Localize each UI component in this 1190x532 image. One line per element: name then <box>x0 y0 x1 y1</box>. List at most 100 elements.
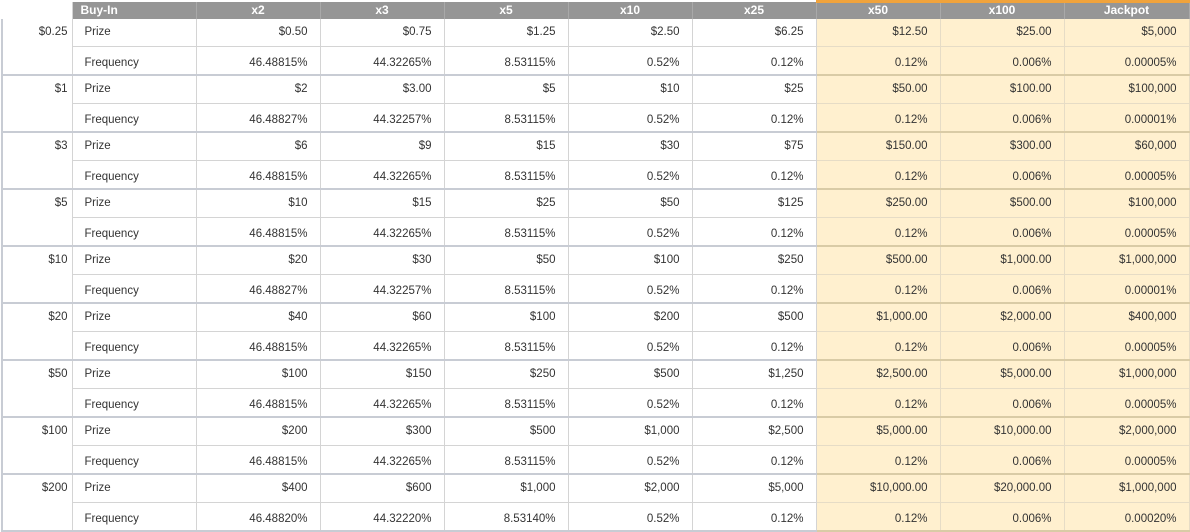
prize-cell: $1,000,000 <box>1064 473 1190 503</box>
frequency-cell: 0.12% <box>692 46 817 76</box>
header-x100: x100 <box>940 0 1065 19</box>
header-x5: x5 <box>444 1 569 19</box>
frequency-cell: 0.52% <box>568 103 693 133</box>
prize-label: Prize <box>72 74 197 104</box>
frequency-cell: 44.32257% <box>320 274 445 304</box>
prize-cell: $1,250 <box>692 359 817 389</box>
frequency-cell: 0.12% <box>816 217 941 247</box>
frequency-cell: 0.52% <box>568 445 693 475</box>
buy-in-cell: $10 <box>1 245 73 304</box>
frequency-cell: 0.00005% <box>1064 388 1190 418</box>
prize-cell: $250.00 <box>816 188 941 218</box>
frequency-cell: 44.32257% <box>320 103 445 133</box>
frequency-cell: 44.32265% <box>320 46 445 76</box>
frequency-cell: 0.12% <box>816 502 941 532</box>
prize-cell: $200 <box>196 416 321 446</box>
prize-cell: $400,000 <box>1064 302 1190 332</box>
prize-cell: $100,000 <box>1064 74 1190 104</box>
frequency-cell: 0.006% <box>940 502 1065 532</box>
frequency-cell: 0.12% <box>816 445 941 475</box>
prize-cell: $12.50 <box>816 18 941 47</box>
frequency-cell: 0.12% <box>692 445 817 475</box>
prize-label: Prize <box>72 416 197 446</box>
buy-in-cell: $0.25 <box>1 18 73 76</box>
frequency-cell: 46.48827% <box>196 274 321 304</box>
prize-cell: $30 <box>320 245 445 275</box>
prize-row: $0.25 Prize $0.50 $0.75 $1.25 $2.50 $6.25 $12.5… <box>1 18 1190 76</box>
frequency-cell: 0.12% <box>816 331 941 361</box>
frequency-cell: 46.48815% <box>196 217 321 247</box>
frequency-cell: 8.53115% <box>444 388 569 418</box>
frequency-label: Frequency <box>72 274 197 304</box>
table-body: $0.25 Prize $0.50 $0.75 $1.25 $2.50 $6.25 $12.5… <box>1 18 1190 532</box>
prize-cell: $500 <box>444 416 569 446</box>
header-jackpot: Jackpot <box>1064 0 1190 19</box>
prize-cell: $10 <box>568 74 693 104</box>
prize-cell: $5,000 <box>692 473 817 503</box>
header-x50: x50 <box>816 0 941 19</box>
frequency-cell: 8.53115% <box>444 217 569 247</box>
prize-cell: $250 <box>444 359 569 389</box>
prize-cell: $100,000 <box>1064 188 1190 218</box>
frequency-label: Frequency <box>72 46 197 76</box>
prize-cell: $250 <box>692 245 817 275</box>
prize-cell: $2,000.00 <box>940 302 1065 332</box>
prize-row: $200 Prize $400 $600 $1,000 $2,000 $5,000 $10,0… <box>1 473 1190 532</box>
frequency-label: Frequency <box>72 331 197 361</box>
frequency-row: Frequency 46.48815% 44.32265% 8.53115% 0.52%… <box>2 388 1190 418</box>
frequency-cell: 46.48815% <box>196 160 321 190</box>
frequency-cell: 46.48815% <box>196 388 321 418</box>
frequency-label: Frequency <box>72 103 197 133</box>
prize-cell: $1.25 <box>444 18 569 47</box>
prize-cell: $50.00 <box>816 74 941 104</box>
prize-cell: $60 <box>320 302 445 332</box>
prize-cell: $100 <box>196 359 321 389</box>
prize-cell: $300 <box>320 416 445 446</box>
frequency-row: Frequency 46.48815% 44.32265% 8.53115% 0.52%… <box>2 217 1190 247</box>
frequency-cell: 0.52% <box>568 502 693 532</box>
frequency-cell: 46.48815% <box>196 46 321 76</box>
prize-row: $20 Prize $40 $60 $100 $200 $500 $1,000.00 $2,00… <box>1 302 1190 361</box>
prize-cell: $500.00 <box>816 245 941 275</box>
frequency-cell: 0.006% <box>940 445 1065 475</box>
frequency-cell: 0.00005% <box>1064 217 1190 247</box>
prize-cell: $2,000 <box>568 473 693 503</box>
prize-cell: $60,000 <box>1064 131 1190 161</box>
buy-in-cell: $5 <box>1 188 73 247</box>
frequency-cell: 0.006% <box>940 274 1065 304</box>
prize-cell: $6.25 <box>692 18 817 47</box>
prize-label: Prize <box>72 18 197 47</box>
frequency-label: Frequency <box>72 217 197 247</box>
frequency-cell: 0.00005% <box>1064 160 1190 190</box>
frequency-cell: 0.12% <box>692 388 817 418</box>
frequency-cell: 0.006% <box>940 217 1065 247</box>
prize-cell: $500 <box>568 359 693 389</box>
frequency-row: Frequency 46.48827% 44.32257% 8.53115% 0.52%… <box>2 274 1190 304</box>
prize-cell: $3.00 <box>320 74 445 104</box>
frequency-row: Frequency 46.48820% 44.32220% 8.53140% 0.52%… <box>2 502 1190 532</box>
header-x2: x2 <box>196 1 321 19</box>
frequency-cell: 0.12% <box>692 160 817 190</box>
prize-cell: $6 <box>196 131 321 161</box>
prize-cell: $20,000.00 <box>940 473 1065 503</box>
frequency-cell: 0.00005% <box>1064 331 1190 361</box>
frequency-cell: 44.32220% <box>320 502 445 532</box>
prize-cell: $150.00 <box>816 131 941 161</box>
prize-cell: $25.00 <box>940 18 1065 47</box>
frequency-cell: 0.52% <box>568 388 693 418</box>
frequency-cell: 44.32265% <box>320 388 445 418</box>
frequency-row: Frequency 46.48815% 44.32265% 8.53115% 0.52%… <box>2 445 1190 475</box>
frequency-row: Frequency 46.48827% 44.32257% 8.53115% 0.52%… <box>2 103 1190 133</box>
prize-cell: $10,000.00 <box>816 473 941 503</box>
frequency-cell: 46.48815% <box>196 445 321 475</box>
frequency-cell: 0.12% <box>816 388 941 418</box>
prize-cell: $50 <box>444 245 569 275</box>
frequency-cell: 46.48827% <box>196 103 321 133</box>
prize-cell: $75 <box>692 131 817 161</box>
prize-cell: $10,000.00 <box>940 416 1065 446</box>
frequency-cell: 0.52% <box>568 217 693 247</box>
prize-cell: $0.75 <box>320 18 445 47</box>
prize-cell: $1,000,000 <box>1064 245 1190 275</box>
